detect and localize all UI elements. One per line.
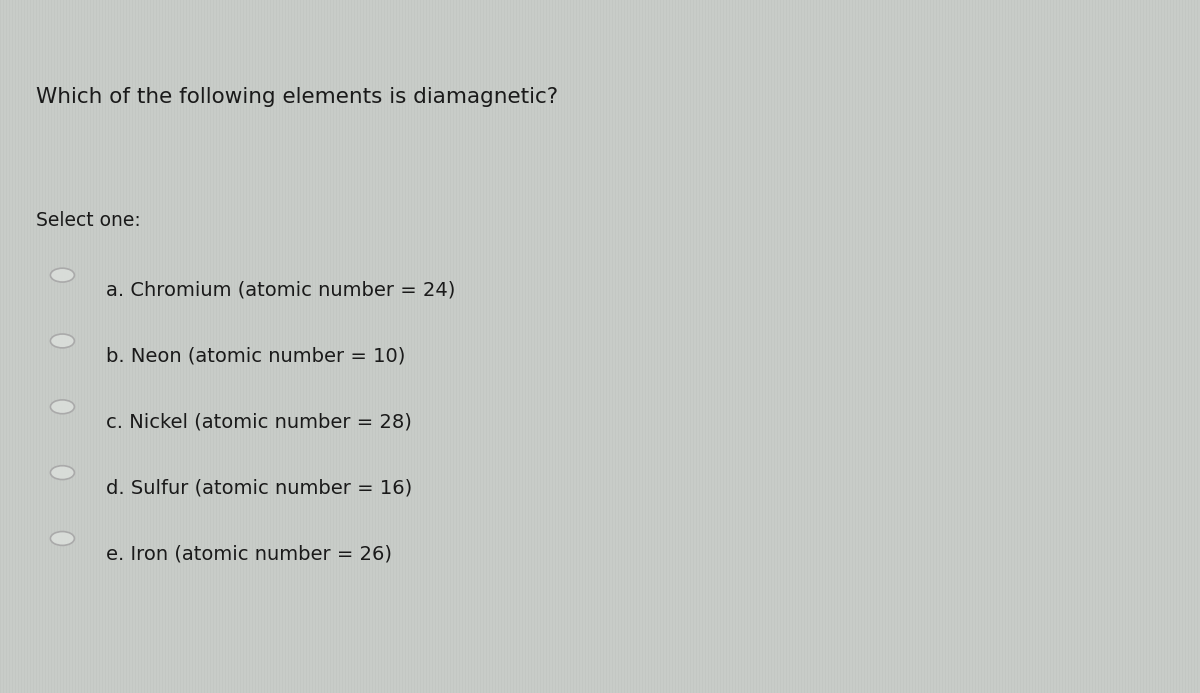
Text: b. Neon (atomic number = 10): b. Neon (atomic number = 10) (106, 346, 404, 365)
Text: c. Nickel (atomic number = 28): c. Nickel (atomic number = 28) (106, 412, 412, 431)
Text: e. Iron (atomic number = 26): e. Iron (atomic number = 26) (106, 544, 391, 563)
Circle shape (50, 466, 74, 480)
Circle shape (50, 532, 74, 545)
Circle shape (50, 400, 74, 414)
Text: Which of the following elements is diamagnetic?: Which of the following elements is diama… (36, 87, 558, 107)
Circle shape (50, 268, 74, 282)
Text: d. Sulfur (atomic number = 16): d. Sulfur (atomic number = 16) (106, 478, 412, 497)
Circle shape (50, 334, 74, 348)
Text: Select one:: Select one: (36, 211, 140, 230)
Text: a. Chromium (atomic number = 24): a. Chromium (atomic number = 24) (106, 281, 455, 299)
